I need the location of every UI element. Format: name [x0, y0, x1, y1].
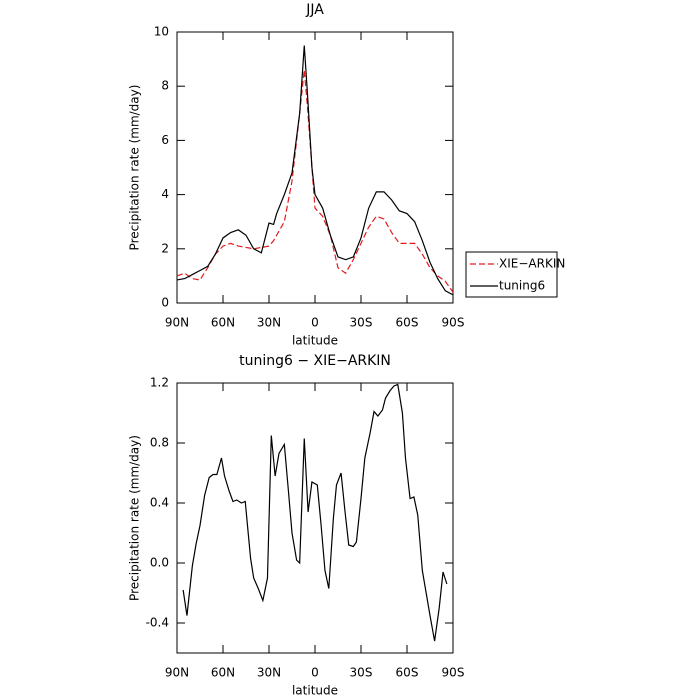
chart-title: tuning6 − XIE−ARKIN: [239, 353, 391, 369]
plot-frame: [176, 382, 454, 654]
legend: XIE−ARKIN tuning6: [465, 251, 565, 298]
y-tick-label: 8: [161, 79, 169, 93]
y-tick-label: 1.2: [150, 376, 169, 390]
y-tick-label: 0.8: [150, 436, 169, 450]
x-tick-label: 90S: [442, 666, 465, 680]
x-tick-label: 0: [311, 666, 319, 680]
legend-label: tuning6: [499, 279, 545, 293]
x-tick-label: 30S: [350, 666, 373, 680]
y-tick-label: 2: [161, 241, 169, 255]
x-tick-label: 30S: [350, 316, 373, 330]
data-line: [176, 69, 454, 293]
y-axis-label: Precipitation rate (mm/day): [128, 85, 142, 251]
chart-title: JJA: [305, 2, 324, 18]
legend-label: XIE−ARKIN: [499, 257, 565, 271]
y-tick-label: 10: [154, 25, 169, 39]
panel: JJA latitude Precipitation rate (mm/day) 90…: [128, 2, 465, 348]
x-tick-label: 30N: [257, 316, 281, 330]
x-tick-label: 30N: [257, 666, 281, 680]
x-axis-label: latitude: [292, 684, 338, 698]
plot-frame: [176, 31, 454, 304]
x-tick-label: 60N: [211, 666, 235, 680]
y-tick-label: 0: [161, 296, 169, 310]
y-tick-label: 4: [161, 187, 169, 201]
legend-box: [465, 251, 558, 298]
x-tick-label: 90S: [442, 316, 465, 330]
y-tick-label: 0.0: [150, 556, 169, 570]
x-tick-label: 90N: [165, 316, 189, 330]
data-line: [176, 45, 454, 296]
x-tick-label: 0: [311, 316, 319, 330]
x-tick-label: 60S: [396, 316, 419, 330]
y-axis-label: Precipitation rate (mm/day): [128, 435, 142, 601]
panel: tuning6 − XIE−ARKIN latitude Precipitation…: [128, 353, 465, 698]
x-tick-label: 60S: [396, 666, 419, 680]
y-tick-label: 6: [161, 133, 169, 147]
x-tick-label: 60N: [211, 316, 235, 330]
data-line: [182, 383, 448, 642]
y-tick-label: 0.4: [150, 496, 169, 510]
x-tick-label: 90N: [165, 666, 189, 680]
x-axis-label: latitude: [292, 334, 338, 348]
y-tick-label: -0.4: [146, 616, 169, 630]
